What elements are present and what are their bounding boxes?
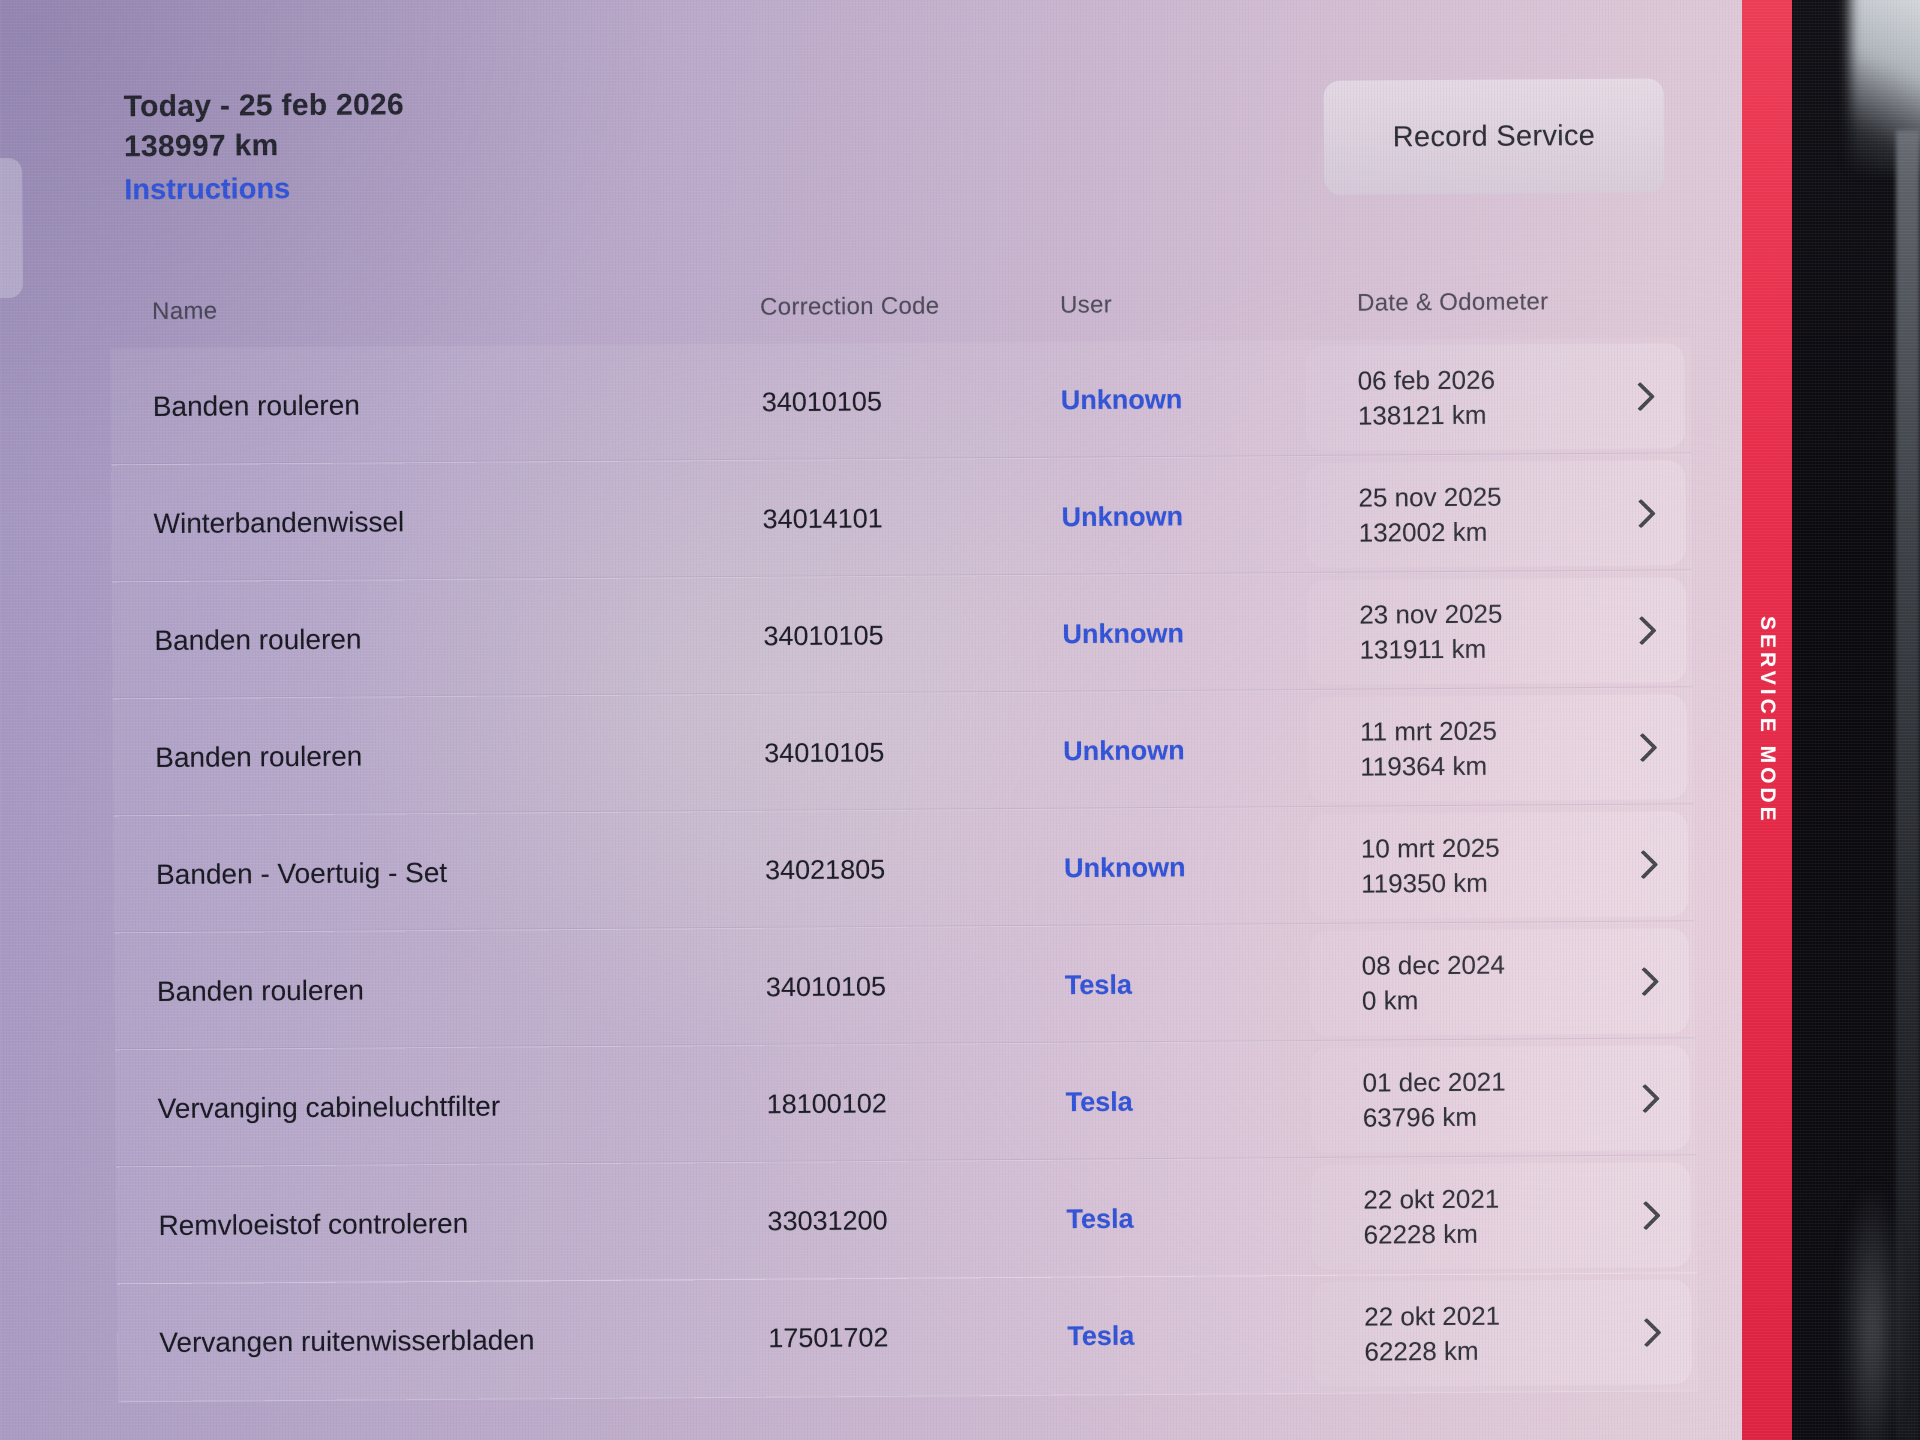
user-link[interactable]: Unknown [1063,734,1185,766]
service-date: 11 mrt 2025 [1359,715,1498,747]
chevron-right-icon[interactable] [1629,966,1660,996]
date-odometer-cell: 22 okt 2021 62228 km [1364,1298,1500,1369]
chevron-right-icon[interactable] [1627,615,1657,645]
service-date: 25 nov 2025 [1358,481,1502,513]
service-name: Winterbandenwissel [153,505,405,539]
service-date: 23 nov 2025 [1359,598,1503,630]
date-odometer-cell: 10 mrt 2025 119350 km [1361,830,1500,901]
correction-code: 34010105 [765,970,887,1002]
page-header: Today - 25 feb 2026 138997 km Instructio… [124,85,405,209]
service-odometer: 132002 km [1358,516,1488,548]
service-odometer: 119364 km [1360,750,1488,782]
user-link[interactable]: Unknown [1061,500,1184,532]
table-row[interactable]: Banden rouleren 34010105 Unknown 11 mrt … [112,688,1694,817]
today-date-label: Today - 25 feb 2026 [123,88,405,124]
service-date: 22 okt 2021 [1364,1300,1501,1332]
chevron-right-icon[interactable] [1631,1200,1661,1230]
service-odometer: 0 km [1361,984,1419,1016]
column-header-correction-code: Correction Code [760,292,940,321]
service-name: Vervanging cabineluchtfilter [157,1090,501,1124]
service-mode-label: SERVICE MODE [1756,615,1779,825]
screen-bezel [1792,0,1920,1440]
table-row[interactable]: Winterbandenwissel 34014101 Unknown 25 n… [111,454,1692,583]
service-date: 08 dec 2024 [1361,949,1505,981]
correction-code: 34010105 [764,736,885,768]
service-name: Banden rouleren [154,623,362,656]
table-row[interactable]: Banden rouleren 34010105 Unknown 06 feb … [110,337,1692,466]
left-edge-card [0,157,24,299]
correction-code: 34014101 [762,502,883,534]
service-name: Banden rouleren [152,389,360,422]
correction-code: 34021805 [764,853,886,885]
date-odometer-cell: 08 dec 2024 0 km [1362,947,1506,1018]
correction-code: 33031200 [767,1204,888,1236]
table-row[interactable]: Vervanging cabineluchtfilter 18100102 Te… [115,1039,1697,1168]
record-service-button[interactable]: Record Service [1323,78,1665,195]
table-row[interactable]: Banden rouleren 34010105 Unknown 23 nov … [112,571,1693,700]
service-name: Banden rouleren [155,740,363,773]
correction-code: 34010105 [761,385,883,417]
correction-code: 18100102 [766,1087,887,1119]
chevron-right-icon[interactable] [1626,498,1656,528]
instructions-link[interactable]: Instructions [124,173,291,207]
user-link[interactable]: Unknown [1060,383,1183,415]
user-link[interactable]: Unknown [1062,617,1185,649]
chevron-right-icon[interactable] [1631,1317,1662,1347]
date-odometer-cell: 22 okt 2021 62228 km [1363,1181,1499,1252]
correction-code: 17501702 [768,1321,889,1353]
correction-code: 34010105 [763,619,884,651]
service-odometer: 63796 km [1362,1101,1478,1133]
chevron-right-icon[interactable] [1628,849,1659,879]
table-row[interactable]: Banden - Voertuig - Set 34021805 Unknown… [113,805,1695,934]
chevron-right-icon[interactable] [1630,1083,1661,1113]
service-date: 10 mrt 2025 [1360,832,1500,864]
service-odometer: 131911 km [1359,633,1487,665]
date-odometer-cell: 01 dec 2021 63796 km [1362,1064,1506,1135]
service-name: Banden - Voertuig - Set [155,856,448,890]
service-name: Vervangen ruitenwisserbladen [159,1323,535,1358]
column-header-name: Name [152,297,218,326]
table-row[interactable]: Vervangen ruitenwisserbladen 17501702 Te… [116,1273,1698,1402]
table-row[interactable]: Banden rouleren 34010105 Tesla 08 dec 20… [114,922,1696,1051]
chevron-right-icon[interactable] [1625,381,1656,411]
service-table-body: Banden rouleren 34010105 Unknown 06 feb … [110,337,1698,1402]
user-link[interactable]: Unknown [1063,851,1186,883]
date-odometer-cell: 06 feb 2026 138121 km [1358,362,1496,433]
current-odometer-label: 138997 km [123,129,279,164]
service-name: Remvloeistof controleren [158,1207,469,1241]
service-odometer: 62228 km [1364,1335,1479,1367]
user-link[interactable]: Tesla [1067,1320,1135,1351]
service-date: 06 feb 2026 [1357,364,1496,396]
service-mode-banner: SERVICE MODE [1742,0,1792,1440]
user-link[interactable]: Tesla [1065,1086,1133,1117]
user-link[interactable]: Tesla [1064,969,1133,1000]
column-header-date-odometer: Date & Odometer [1357,288,1549,317]
service-odometer: 62228 km [1363,1218,1478,1250]
bezel-lower-reflection [1842,1180,1902,1440]
date-odometer-cell: 11 mrt 2025 119364 km [1360,713,1497,784]
user-link[interactable]: Tesla [1066,1203,1134,1234]
service-date: 22 okt 2021 [1363,1183,1500,1215]
table-row[interactable]: Remvloeistof controleren 33031200 Tesla … [116,1156,1697,1285]
date-odometer-cell: 23 nov 2025 131911 km [1359,596,1503,667]
service-mode-screen: Today - 25 feb 2026 138997 km Instructio… [0,0,1747,1440]
date-odometer-cell: 25 nov 2025 132002 km [1358,479,1502,550]
column-header-user: User [1060,291,1113,319]
service-odometer: 119350 km [1361,867,1488,899]
chevron-right-icon[interactable] [1627,732,1658,762]
service-odometer: 138121 km [1357,399,1487,431]
service-name: Banden rouleren [156,974,365,1007]
service-date: 01 dec 2021 [1362,1066,1506,1098]
service-history-table: Name Correction Code User Date & Odomete… [110,279,1698,1402]
